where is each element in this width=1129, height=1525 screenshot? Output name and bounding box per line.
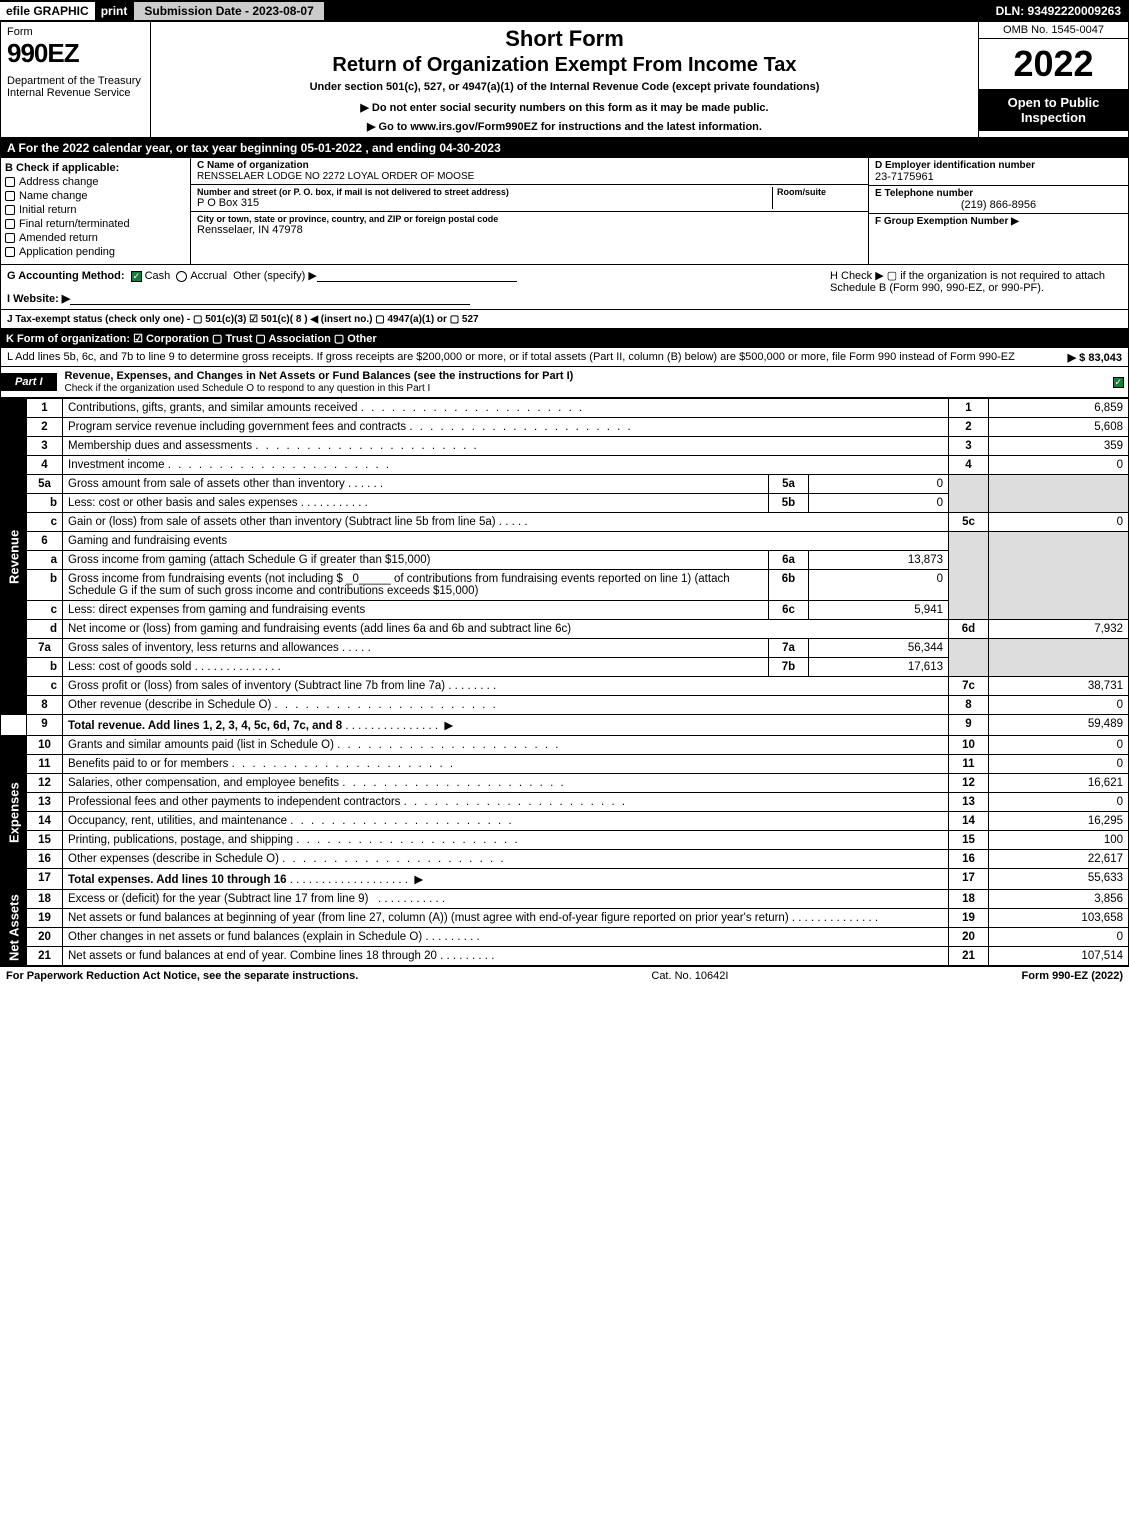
line-16: 16Other expenses (describe in Schedule O… <box>1 850 1129 869</box>
dln-label: DLN: 93492220009263 <box>988 2 1129 20</box>
efile-label: efile GRAPHIC <box>0 2 95 20</box>
open-to-public: Open to Public Inspection <box>979 89 1128 131</box>
chk-application-pending[interactable]: Application pending <box>5 246 186 258</box>
omb-number: OMB No. 1545-0047 <box>979 22 1128 39</box>
ein-label: D Employer identification number <box>875 160 1122 171</box>
footer-catalog: Cat. No. 10642I <box>358 970 1021 982</box>
city-value: Rensselaer, IN 47978 <box>197 224 862 236</box>
line-9: 9Total revenue. Add lines 1, 2, 3, 4, 5c… <box>1 715 1129 736</box>
ein-cell: D Employer identification number 23-7175… <box>869 158 1128 186</box>
line-12: 12Salaries, other compensation, and empl… <box>1 774 1129 793</box>
footer-form-ref: Form 990-EZ (2022) <box>1022 970 1123 982</box>
org-name: RENSSELAER LODGE NO 2272 LOYAL ORDER OF … <box>197 171 862 182</box>
footer-left: For Paperwork Reduction Act Notice, see … <box>6 970 358 982</box>
ssn-warning: ▶ Do not enter social security numbers o… <box>159 101 970 114</box>
row-i: I Website: ▶ <box>7 292 822 305</box>
chk-name-change[interactable]: Name change <box>5 190 186 202</box>
line-1: Revenue 1 Contributions, gifts, grants, … <box>1 399 1129 418</box>
line-18: Net Assets 18Excess or (deficit) for the… <box>1 890 1129 909</box>
line-7c: cGross profit or (loss) from sales of in… <box>1 677 1129 696</box>
row-k: K Form of organization: ☑ Corporation ▢ … <box>0 329 1129 348</box>
row-g: G Accounting Method: Cash Accrual Other … <box>7 269 822 282</box>
room-label: Room/suite <box>777 187 862 197</box>
line-10: Expenses 10Grants and similar amounts pa… <box>1 736 1129 755</box>
line-11: 11Benefits paid to or for members 110 <box>1 755 1129 774</box>
expenses-sidelabel: Expenses <box>1 736 27 890</box>
tax-year: 2022 <box>979 39 1128 89</box>
line-15: 15Printing, publications, postage, and s… <box>1 831 1129 850</box>
row-g-h-i: G Accounting Method: Cash Accrual Other … <box>0 265 1129 310</box>
part1-checkbox[interactable] <box>1108 376 1128 388</box>
group-exemption-cell: F Group Exemption Number ▶ <box>869 214 1128 229</box>
header-center: Short Form Return of Organization Exempt… <box>151 22 978 137</box>
street-label: Number and street (or P. O. box, if mail… <box>197 187 772 197</box>
submission-date: Submission Date - 2023-08-07 <box>133 1 324 21</box>
page-footer: For Paperwork Reduction Act Notice, see … <box>0 966 1129 985</box>
ein-value: 23-7175961 <box>875 171 1122 183</box>
b-label: B Check if applicable: <box>5 162 186 174</box>
irs-link-note: ▶ Go to www.irs.gov/Form990EZ for instru… <box>159 120 970 133</box>
lines-table: Revenue 1 Contributions, gifts, grants, … <box>0 398 1129 966</box>
line-5a: 5aGross amount from sale of assets other… <box>1 475 1129 494</box>
chk-final-return[interactable]: Final return/terminated <box>5 218 186 230</box>
column-b: B Check if applicable: Address change Na… <box>1 158 191 264</box>
chk-accrual-icon <box>176 271 187 282</box>
section-bcdef: B Check if applicable: Address change Na… <box>0 158 1129 265</box>
row-j: J Tax-exempt status (check only one) - ▢… <box>0 310 1129 329</box>
line-14: 14Occupancy, rent, utilities, and mainte… <box>1 812 1129 831</box>
top-bar: efile GRAPHIC print Submission Date - 20… <box>0 0 1129 22</box>
chk-amended-return[interactable]: Amended return <box>5 232 186 244</box>
short-form-title: Short Form <box>159 26 970 52</box>
line-7a: 7aGross sales of inventory, less returns… <box>1 639 1129 658</box>
line-21: 21Net assets or fund balances at end of … <box>1 947 1129 966</box>
print-label[interactable]: print <box>95 2 134 20</box>
line-6: 6Gaming and fundraising events <box>1 532 1129 551</box>
header-right: OMB No. 1545-0047 2022 Open to Public In… <box>978 22 1128 137</box>
department-label: Department of the Treasury Internal Reve… <box>7 75 144 99</box>
column-c: C Name of organization RENSSELAER LODGE … <box>191 158 868 264</box>
form-number: 990EZ <box>7 38 144 69</box>
telephone-cell: E Telephone number (219) 866-8956 <box>869 186 1128 214</box>
form-title: Return of Organization Exempt From Incom… <box>159 54 970 77</box>
street-value: P O Box 315 <box>197 197 772 209</box>
row-l: L Add lines 5b, 6c, and 7b to line 9 to … <box>0 348 1129 367</box>
row-a-tax-year: A For the 2022 calendar year, or tax yea… <box>0 138 1129 158</box>
header-left: Form 990EZ Department of the Treasury In… <box>1 22 151 137</box>
line-8: 8Other revenue (describe in Schedule O) … <box>1 696 1129 715</box>
street-cell: Number and street (or P. O. box, if mail… <box>191 185 868 212</box>
tel-label: E Telephone number <box>875 188 1122 199</box>
line-4: 4Investment income 40 <box>1 456 1129 475</box>
line-17: 17Total expenses. Add lines 10 through 1… <box>1 869 1129 890</box>
line-5c: cGain or (loss) from sale of assets othe… <box>1 513 1129 532</box>
other-specify-field[interactable] <box>317 270 517 282</box>
org-name-cell: C Name of organization RENSSELAER LODGE … <box>191 158 868 185</box>
city-cell: City or town, state or province, country… <box>191 212 868 238</box>
form-word: Form <box>7 26 144 38</box>
chk-address-change[interactable]: Address change <box>5 176 186 188</box>
line-20: 20Other changes in net assets or fund ba… <box>1 928 1129 947</box>
website-field[interactable] <box>70 293 470 305</box>
org-name-label: C Name of organization <box>197 160 862 171</box>
netassets-sidelabel: Net Assets <box>1 890 27 966</box>
row-h: H Check ▶ ▢ if the organization is not r… <box>822 269 1122 305</box>
part1-label: Part I <box>1 373 57 391</box>
chk-cash-icon <box>131 271 142 282</box>
form-subtitle: Under section 501(c), 527, or 4947(a)(1)… <box>159 81 970 93</box>
line-3: 3Membership dues and assessments 3359 <box>1 437 1129 456</box>
chk-initial-return[interactable]: Initial return <box>5 204 186 216</box>
city-label: City or town, state or province, country… <box>197 214 862 224</box>
group-label: F Group Exemption Number ▶ <box>875 216 1122 227</box>
form-header: Form 990EZ Department of the Treasury In… <box>0 22 1129 138</box>
line-6d: dNet income or (loss) from gaming and fu… <box>1 620 1129 639</box>
part1-title: Revenue, Expenses, and Changes in Net As… <box>57 367 1108 397</box>
line-2: 2Program service revenue including gover… <box>1 418 1129 437</box>
gross-receipts-amount: ▶ $ 83,043 <box>1068 351 1122 364</box>
column-def: D Employer identification number 23-7175… <box>868 158 1128 264</box>
line-13: 13Professional fees and other payments t… <box>1 793 1129 812</box>
revenue-sidelabel: Revenue <box>1 399 27 715</box>
line-19: 19Net assets or fund balances at beginni… <box>1 909 1129 928</box>
tel-value: (219) 866-8956 <box>875 199 1122 211</box>
part1-header: Part I Revenue, Expenses, and Changes in… <box>0 367 1129 398</box>
